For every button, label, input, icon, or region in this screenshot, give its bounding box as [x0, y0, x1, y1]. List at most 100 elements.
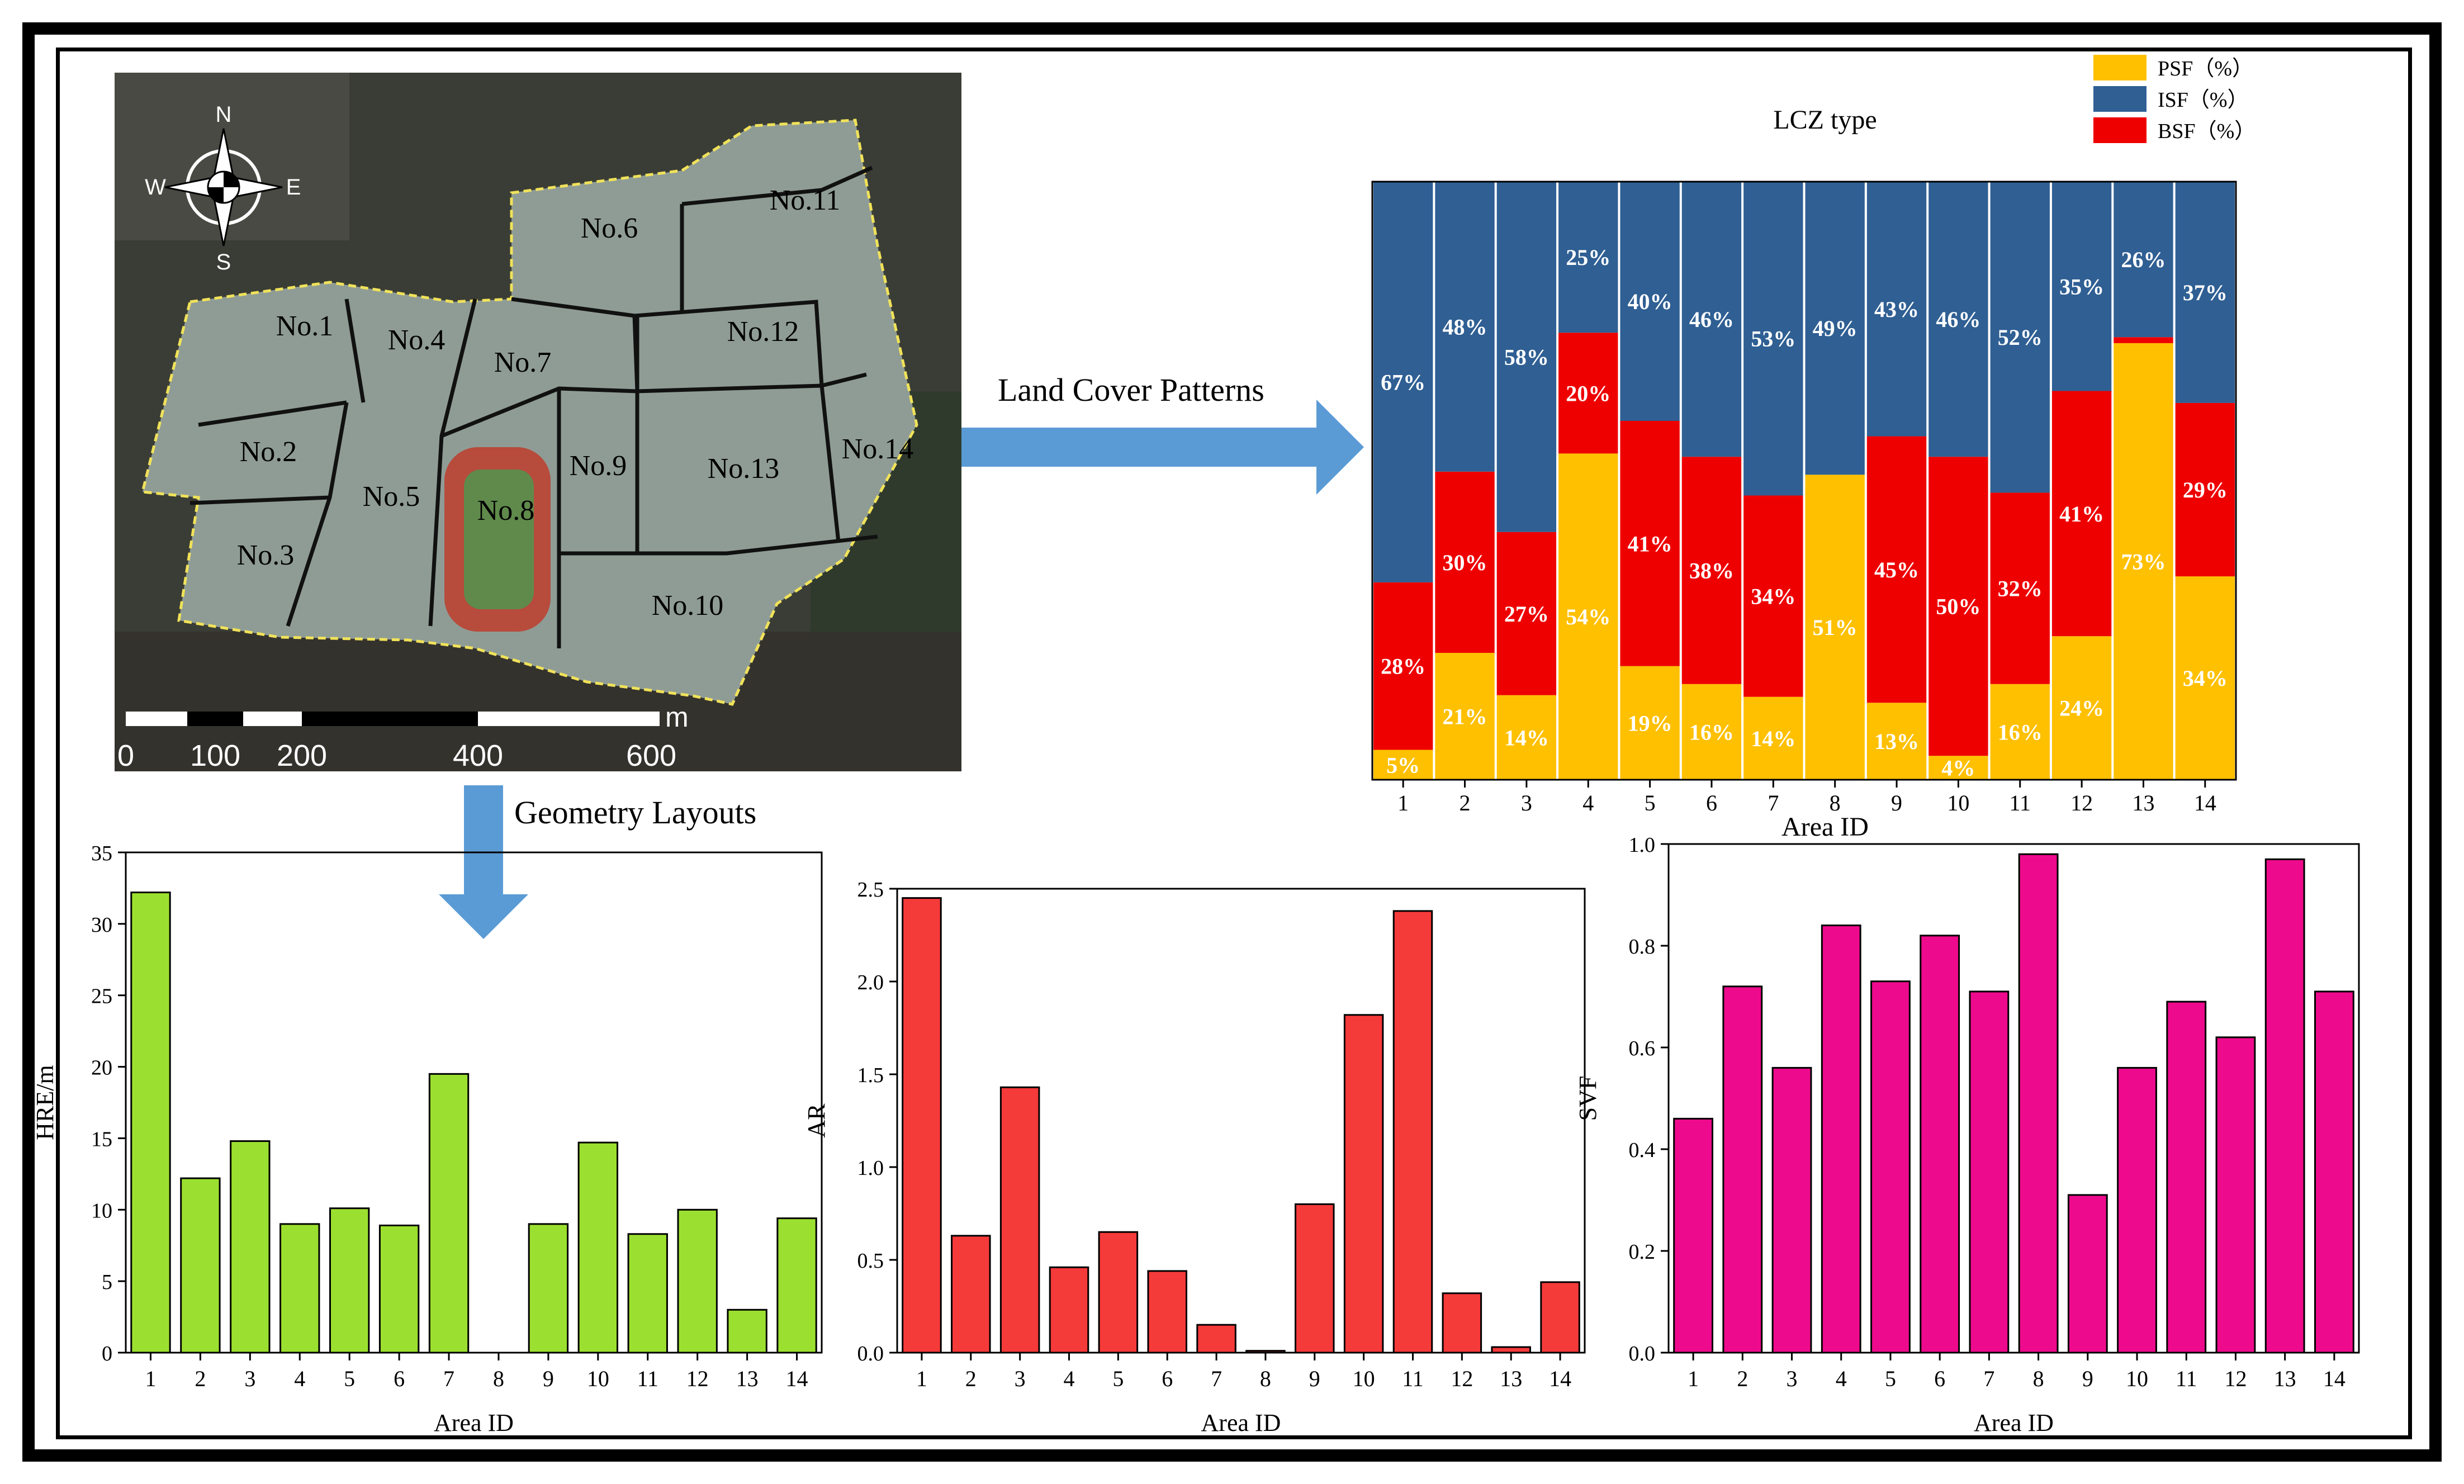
lcz-segment-label: 41% — [2059, 501, 2104, 527]
lcz-segment-label: 4% — [1941, 756, 1975, 781]
lcz-segment-psf — [1435, 653, 1495, 780]
scale-tick: 600 — [626, 739, 676, 772]
x-axis-label: Area ID — [434, 1409, 514, 1436]
lcz-segment-label: 38% — [1689, 558, 1734, 584]
legend-label-isf: ISF（%） — [2158, 88, 2249, 112]
lcz-segment-psf — [1990, 684, 2050, 780]
x-tick-label: 13 — [2274, 1366, 2296, 1391]
lcz-segment-isf — [1558, 182, 1618, 333]
lcz-stacked-chart: LCZ type 5%28%67%21%30%48%14%27%58%54%20… — [1371, 55, 2255, 842]
scale-tick: 200 — [277, 739, 327, 772]
data-bar — [951, 1235, 991, 1354]
lcz-segment-label: 29% — [2183, 477, 2228, 502]
lcz-segment-isf — [2175, 182, 2235, 403]
data-bar — [2314, 990, 2354, 1354]
scale-bar — [126, 712, 660, 726]
x-tick-label: 14 — [2323, 1366, 2345, 1391]
x-tick-label: 5 — [1112, 1366, 1124, 1391]
data-bar — [2264, 858, 2305, 1354]
x-axis-label: Area ID — [1201, 1409, 1281, 1436]
lcz-segment-bsf — [1496, 532, 1557, 695]
x-tick-label: 12 — [686, 1366, 709, 1391]
lcz-segment-label: 46% — [1936, 307, 1980, 332]
data-bar — [1771, 1066, 1812, 1354]
lcz-segment-isf — [1620, 182, 1680, 421]
lcz-segment-bsf — [2051, 391, 2112, 637]
plot-frame — [896, 888, 1586, 1354]
lcz-segment-bsf — [1558, 333, 1618, 454]
legend-label-psf: PSF（%） — [2158, 57, 2253, 80]
scale-tick: 400 — [453, 739, 503, 772]
lcz-segment-label: 26% — [2121, 247, 2166, 272]
ar-bar-chart: 1 2 3 4 5 6 7 8 9 10 11 12 13 140.00.51.01.52.02.5Are… — [803, 878, 1586, 1436]
data-bar — [130, 892, 171, 1354]
y-tick-label: 20 — [91, 1056, 112, 1080]
lcz-x-tick-label: 2 — [1460, 790, 1471, 816]
lcz-segment-bsf — [1990, 492, 2050, 684]
x-tick-label: 8 — [493, 1366, 504, 1391]
x-tick-label: 9 — [1309, 1366, 1320, 1391]
lcz-x-tick-label: 8 — [1830, 790, 1841, 816]
x-tick-label: 14 — [786, 1366, 808, 1391]
lcz-segment-label: 16% — [1998, 719, 2043, 745]
y-tick-label: 0.6 — [1629, 1037, 1656, 1060]
legend-swatch-bsf — [2093, 117, 2146, 143]
data-bar — [1295, 1203, 1335, 1354]
lcz-segment-label: 73% — [2121, 549, 2166, 574]
lcz-x-tick-label: 11 — [2009, 790, 2031, 816]
lcz-segment-label: 53% — [1751, 326, 1795, 352]
lcz-segment-isf — [1928, 182, 1988, 457]
data-bar — [1442, 1292, 1482, 1354]
compass-e: E — [286, 175, 301, 200]
x-tick-label: 11 — [1402, 1366, 1424, 1391]
lcz-segment-bsf — [1620, 421, 1680, 666]
lcz-segment-psf — [1558, 453, 1618, 780]
x-tick-label: 4 — [294, 1366, 305, 1391]
compass-s: S — [216, 250, 231, 274]
y-tick-label: 0.0 — [1629, 1342, 1656, 1366]
x-tick-label: 1 — [145, 1366, 156, 1391]
y-axis-label: SVF — [1574, 1076, 1601, 1121]
geometry-label: Geometry Layouts — [514, 794, 756, 831]
plot-frame — [125, 851, 823, 1354]
data-bar — [378, 1224, 420, 1354]
inner-frame — [56, 48, 2412, 1439]
map-area-label: No.12 — [727, 316, 799, 348]
x-axis-label: Area ID — [1974, 1409, 2054, 1436]
x-tick-label: 4 — [1064, 1366, 1075, 1391]
lcz-segment-bsf — [1373, 582, 1433, 750]
lcz-segment-label: 34% — [1751, 584, 1795, 609]
data-bar — [2117, 1066, 2157, 1354]
lcz-segment-isf — [1866, 182, 1927, 437]
y-tick-label: 10 — [91, 1199, 112, 1222]
lcz-segment-label: 5% — [1386, 752, 1420, 777]
x-tick-label: 11 — [637, 1366, 658, 1391]
lcz-segment-bsf — [1743, 495, 1803, 697]
lcz-x-tick-label: 13 — [2132, 790, 2154, 816]
x-tick-label: 12 — [1451, 1366, 1473, 1391]
lcz-segment-label: 41% — [1628, 531, 1672, 556]
data-bar — [180, 1177, 221, 1354]
data-bar — [2215, 1036, 2256, 1354]
x-tick-label: 14 — [1549, 1366, 1571, 1391]
x-tick-label: 8 — [1260, 1366, 1271, 1391]
x-tick-label: 8 — [2033, 1366, 2044, 1391]
data-bar — [727, 1308, 767, 1354]
compass-rose-icon — [164, 128, 283, 246]
y-tick-label: 2.0 — [857, 971, 884, 994]
lcz-segment-isf — [2051, 182, 2112, 391]
lcz-segment-label: 49% — [1813, 316, 1858, 341]
lcz-segment-label: 52% — [1998, 325, 2043, 350]
lcz-segment-bsf — [2114, 337, 2173, 343]
y-tick-label: 1.0 — [1629, 833, 1656, 857]
lcz-segment-label: 20% — [1566, 381, 1610, 406]
x-tick-label: 2 — [965, 1366, 977, 1391]
data-bar — [2067, 1194, 2108, 1354]
lcz-segment-label: 24% — [2059, 696, 2104, 721]
lcz-segment-psf — [1620, 666, 1680, 780]
x-tick-label: 5 — [344, 1366, 355, 1391]
scale-tick: 100 — [190, 739, 240, 772]
data-bar — [1673, 1117, 1714, 1354]
lcz-plot-frame — [1371, 181, 2237, 781]
